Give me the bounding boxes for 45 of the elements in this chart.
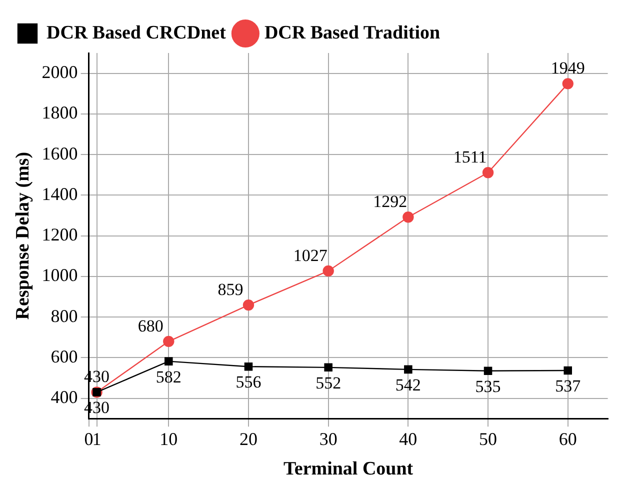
data-label: 680	[138, 316, 164, 336]
data-label: 556	[236, 372, 262, 392]
data-label: 537	[555, 376, 582, 396]
x-axis-title: Terminal Count	[283, 458, 414, 480]
point	[164, 357, 173, 366]
data-label: 1949	[550, 58, 585, 78]
point	[564, 366, 572, 375]
legend-label: DCR Based CRCDnet	[46, 22, 227, 44]
y-tick-label: 1400	[42, 184, 78, 204]
data-label: 1292	[373, 192, 408, 212]
y-axis-title: Response Delay (ms)	[12, 152, 34, 320]
data-label: 582	[156, 367, 182, 386]
y-tick-label: 1600	[42, 143, 78, 164]
x-tick-label: 60	[558, 429, 577, 450]
y-tick-label: 1000	[42, 265, 78, 286]
x-tick-label: 0	[84, 429, 94, 450]
x-tick-label: 20	[239, 429, 258, 450]
y-tick-label: 800	[50, 306, 78, 326]
data-label: 535	[475, 376, 501, 396]
data-label: 1027	[293, 246, 328, 265]
y-tick-label: 2000	[42, 62, 78, 82]
x-tick-label: 10	[160, 429, 178, 450]
x-tick-label: 40	[399, 429, 418, 450]
point	[404, 365, 412, 374]
y-tick-label: 600	[50, 346, 78, 366]
point	[242, 299, 254, 311]
y-tick-label: 400	[50, 387, 78, 408]
point	[402, 212, 414, 223]
point	[244, 362, 253, 371]
point	[324, 363, 332, 372]
point	[562, 78, 574, 90]
legend-label: DCR Based Tradition	[264, 22, 440, 44]
data-label: 859	[218, 280, 244, 300]
x-tick-label: 1	[92, 429, 102, 450]
point	[484, 366, 492, 376]
x-tick-label: 50	[479, 429, 498, 450]
point	[322, 265, 334, 277]
data-label: 1511	[453, 148, 487, 167]
y-tick-label: 1200	[42, 224, 78, 245]
y-tick-label: 1800	[42, 102, 78, 123]
data-label: 552	[316, 373, 342, 392]
data-label: 542	[395, 375, 421, 394]
point	[482, 167, 494, 178]
x-tick-label: 30	[319, 429, 338, 450]
point	[163, 336, 174, 348]
